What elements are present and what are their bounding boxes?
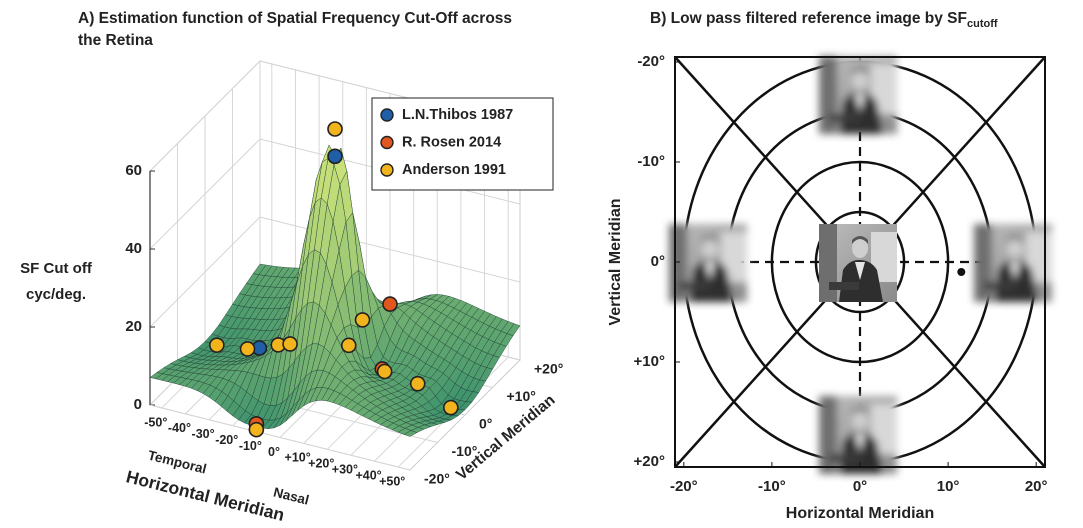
legend-label: Anderson 1991 — [402, 162, 506, 178]
x-tick-label: -40° — [168, 421, 191, 435]
y-tick-label: +10° — [507, 388, 536, 404]
z-axis-label: SF Cut off cyc/deg. — [20, 260, 92, 303]
y-tick-label: 0° — [479, 416, 492, 432]
chart-title: A) Estimation function of Spatial Freque… — [78, 10, 513, 49]
data-point — [957, 268, 966, 276]
z-tick-label: 60 — [125, 162, 142, 179]
x-tick-label: 0° — [268, 445, 280, 459]
y-axis-label: Vertical Meridian — [607, 198, 624, 325]
data-point — [239, 341, 256, 357]
data-point — [209, 337, 225, 353]
diagonal — [890, 296, 1046, 468]
filtered-image — [974, 224, 1052, 302]
filtered-image — [669, 224, 747, 302]
legend-box — [371, 97, 554, 191]
chart-title: B) Low pass filtered reference image by … — [650, 8, 1080, 35]
y-tick-label: +10° — [634, 353, 665, 370]
x-axis-label: Horizontal Meridian — [124, 466, 286, 525]
x-tick-label: 0° — [853, 478, 867, 495]
surface-cell — [403, 430, 418, 437]
panel-b-overlay: -20° -10° 0° 10° 20° -20° -10° 0° +10° +20° Horizo… — [607, 53, 1047, 522]
diagonal — [890, 56, 1046, 228]
title-text: B) Low pass filtered reference image by … — [650, 10, 967, 27]
data-point — [376, 363, 393, 380]
data-point — [409, 375, 426, 392]
x-tick-label: +30° — [332, 463, 358, 477]
x-tick-label: +50° — [379, 474, 405, 488]
title-subscript: cutoff — [967, 18, 998, 31]
data-point — [340, 337, 357, 354]
data-point — [248, 421, 265, 438]
legend-marker — [380, 163, 394, 177]
x-tick-label: -50° — [144, 415, 167, 429]
x-tick-label: +20° — [308, 457, 334, 471]
diagonal — [674, 296, 830, 468]
grid-line — [149, 404, 411, 471]
data-point — [327, 121, 343, 137]
x-tick-label: -10° — [758, 478, 786, 495]
x-tick-label: -20° — [670, 478, 698, 495]
filtered-image — [819, 56, 897, 134]
diagonal — [674, 56, 830, 228]
y-tick-label: +20° — [534, 361, 563, 377]
data-point — [382, 296, 398, 312]
filtered-image — [819, 396, 897, 474]
legend-marker — [380, 135, 394, 150]
y-tick-label: -10° — [452, 443, 478, 459]
x-tick-label: -10° — [239, 439, 262, 453]
x-axis-label: Horizontal Meridian — [786, 505, 934, 522]
x-tick-label: 10° — [937, 478, 960, 495]
legend-label: L.N.Thibos 1987 — [402, 107, 513, 123]
x-tick-label: -20° — [215, 433, 238, 447]
data-point — [327, 148, 343, 165]
x-tick-label: +10° — [285, 451, 311, 465]
z-tick-label: 40 — [125, 240, 142, 257]
data-point — [282, 336, 298, 352]
y-tick-label: -20° — [637, 53, 665, 70]
reference-image — [819, 224, 897, 302]
x-tick-label: -30° — [192, 427, 215, 441]
y-tick-label: 0° — [651, 253, 665, 270]
z-tick-label: 0 — [134, 396, 142, 413]
y-tick-label: -20° — [424, 471, 450, 487]
data-point — [443, 399, 459, 416]
x-tick-label: 20° — [1025, 478, 1048, 495]
x-tick-label: +40° — [355, 468, 381, 482]
legend-label: R. Rosen 2014 — [402, 134, 501, 150]
z-tick-label: 20 — [125, 318, 142, 335]
y-tick-label: -10° — [637, 153, 665, 170]
data-point — [354, 312, 371, 328]
legend-marker — [380, 108, 394, 122]
y-tick-label: +20° — [634, 453, 665, 470]
